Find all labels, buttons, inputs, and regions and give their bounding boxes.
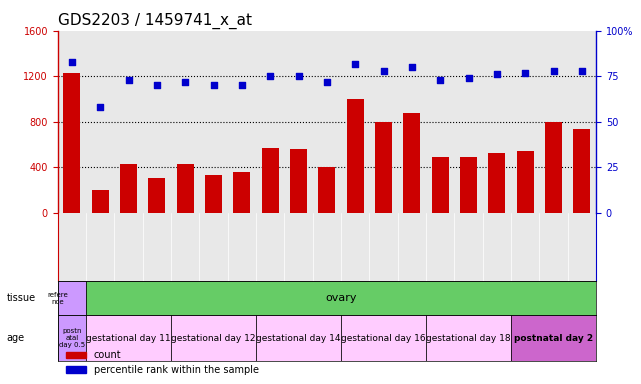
Point <box>463 75 474 81</box>
Text: ovary: ovary <box>326 293 357 303</box>
Bar <box>460 157 477 213</box>
Bar <box>488 152 506 213</box>
Text: gestational day 16: gestational day 16 <box>341 334 426 343</box>
Bar <box>290 149 307 213</box>
Point <box>407 64 417 70</box>
Bar <box>256 315 341 361</box>
Bar <box>517 151 534 213</box>
Point <box>350 60 360 66</box>
Point <box>577 68 587 74</box>
Bar <box>63 73 80 213</box>
Point <box>124 77 134 83</box>
Bar <box>171 315 256 361</box>
Point <box>435 77 445 83</box>
Legend: count, percentile rank within the sample: count, percentile rank within the sample <box>63 346 263 379</box>
Bar <box>375 122 392 213</box>
Point <box>265 73 276 79</box>
Text: postnatal day 2: postnatal day 2 <box>514 334 593 343</box>
Bar <box>233 172 251 213</box>
Point <box>180 79 190 85</box>
Bar <box>403 113 420 213</box>
Bar <box>58 315 86 361</box>
Text: gestational day 11: gestational day 11 <box>87 334 171 343</box>
Point <box>294 73 304 79</box>
Bar <box>120 164 137 213</box>
Bar <box>86 315 171 361</box>
Text: postn
atal
day 0.5: postn atal day 0.5 <box>59 328 85 348</box>
Bar <box>432 157 449 213</box>
Point <box>208 82 219 88</box>
Text: tissue: tissue <box>6 293 35 303</box>
Text: GDS2203 / 1459741_x_at: GDS2203 / 1459741_x_at <box>58 13 252 29</box>
Bar <box>92 190 109 213</box>
Point <box>322 79 332 85</box>
Point <box>378 68 388 74</box>
Bar <box>319 167 335 213</box>
Text: gestational day 12: gestational day 12 <box>171 334 256 343</box>
Bar <box>58 281 86 315</box>
Bar <box>341 315 426 361</box>
Bar <box>262 148 279 213</box>
Point <box>492 71 502 78</box>
Point <box>520 70 530 76</box>
Point <box>237 82 247 88</box>
Bar <box>574 129 590 213</box>
Bar <box>177 164 194 213</box>
Bar <box>347 99 363 213</box>
Point <box>549 68 559 74</box>
Text: gestational day 14: gestational day 14 <box>256 334 341 343</box>
Point <box>95 104 105 110</box>
Text: refere
nce: refere nce <box>47 292 68 305</box>
Text: age: age <box>6 333 24 343</box>
Text: gestational day 18: gestational day 18 <box>426 334 511 343</box>
Bar <box>148 178 165 213</box>
Point <box>152 82 162 88</box>
Bar <box>545 122 562 213</box>
Bar <box>205 175 222 213</box>
Point <box>67 59 77 65</box>
Bar <box>426 315 511 361</box>
Bar <box>511 315 596 361</box>
